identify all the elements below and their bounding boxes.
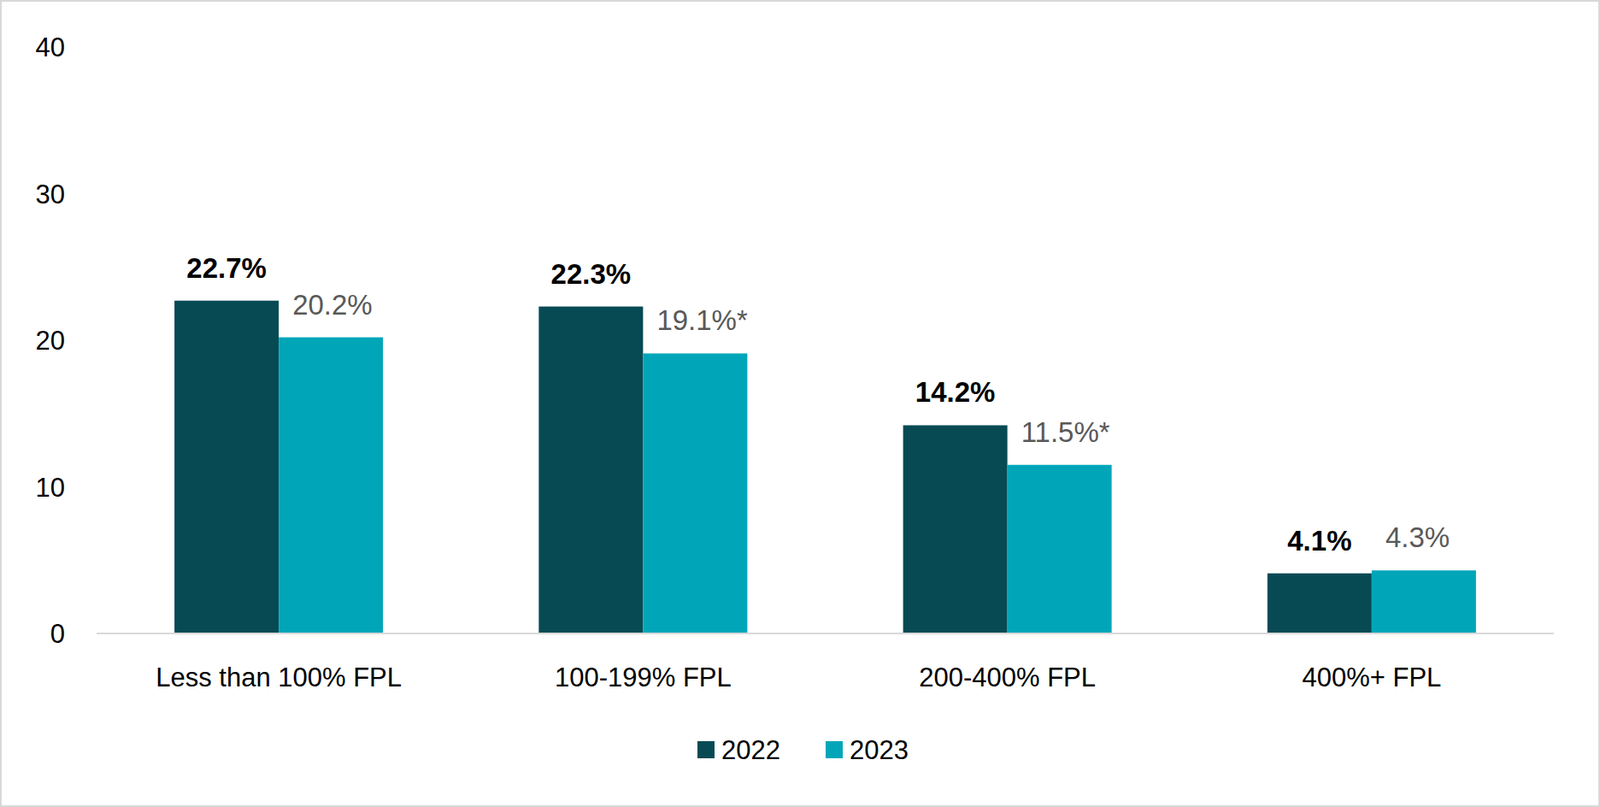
data-label: 4.1% <box>1287 524 1352 557</box>
data-label: 11.5%* <box>1021 416 1111 448</box>
legend-swatch <box>697 741 715 759</box>
bar <box>1007 464 1112 634</box>
y-tick-label: 0 <box>50 618 65 649</box>
legend: 2022 2023 <box>697 735 909 765</box>
bar <box>642 352 748 634</box>
y-tick-label: 10 <box>35 472 65 503</box>
x-tick-label: Less than 100% FPL <box>155 662 402 693</box>
bar <box>174 300 279 634</box>
legend-swatch <box>825 741 843 759</box>
legend-label: 2023 <box>849 735 909 765</box>
bar <box>1267 573 1372 634</box>
data-labels: 22.7% 22.3% 14.2% 4.1% 20.2% 19.1%* 11.5%* 4.3% <box>186 252 1450 557</box>
data-label: 4.3% <box>1385 521 1450 553</box>
bar <box>1371 570 1477 634</box>
chart-container: 0 10 20 30 40 22.7% 22.3% 14.2% 4.1% 20.2% 19.1%* 1… <box>0 0 1600 807</box>
y-tick-label: 40 <box>35 32 65 63</box>
bar <box>903 424 1008 634</box>
data-label: 14.2% <box>915 376 996 408</box>
x-tick-label: 100-199% FPL <box>554 662 732 693</box>
x-tick-label: 400%+ FPL <box>1301 662 1442 693</box>
frame <box>0 0 1600 806</box>
chart-svg: 0 10 20 30 40 22.7% 22.3% 14.2% 4.1% 20.2% 19.1%* 1… <box>0 0 1600 807</box>
legend-label: 2022 <box>721 735 781 765</box>
x-tick-label: 200-400% FPL <box>918 662 1096 693</box>
bar <box>278 337 383 634</box>
data-label: 22.3% <box>551 258 632 290</box>
data-label: 22.7% <box>186 252 267 284</box>
y-tick-label: 30 <box>35 179 65 210</box>
bars <box>174 300 1477 634</box>
y-tick-label: 20 <box>35 325 65 356</box>
bar <box>538 306 643 634</box>
data-label: 20.2% <box>292 288 373 321</box>
x-axis-line <box>96 632 1554 635</box>
data-label: 19.1%* <box>656 304 748 336</box>
